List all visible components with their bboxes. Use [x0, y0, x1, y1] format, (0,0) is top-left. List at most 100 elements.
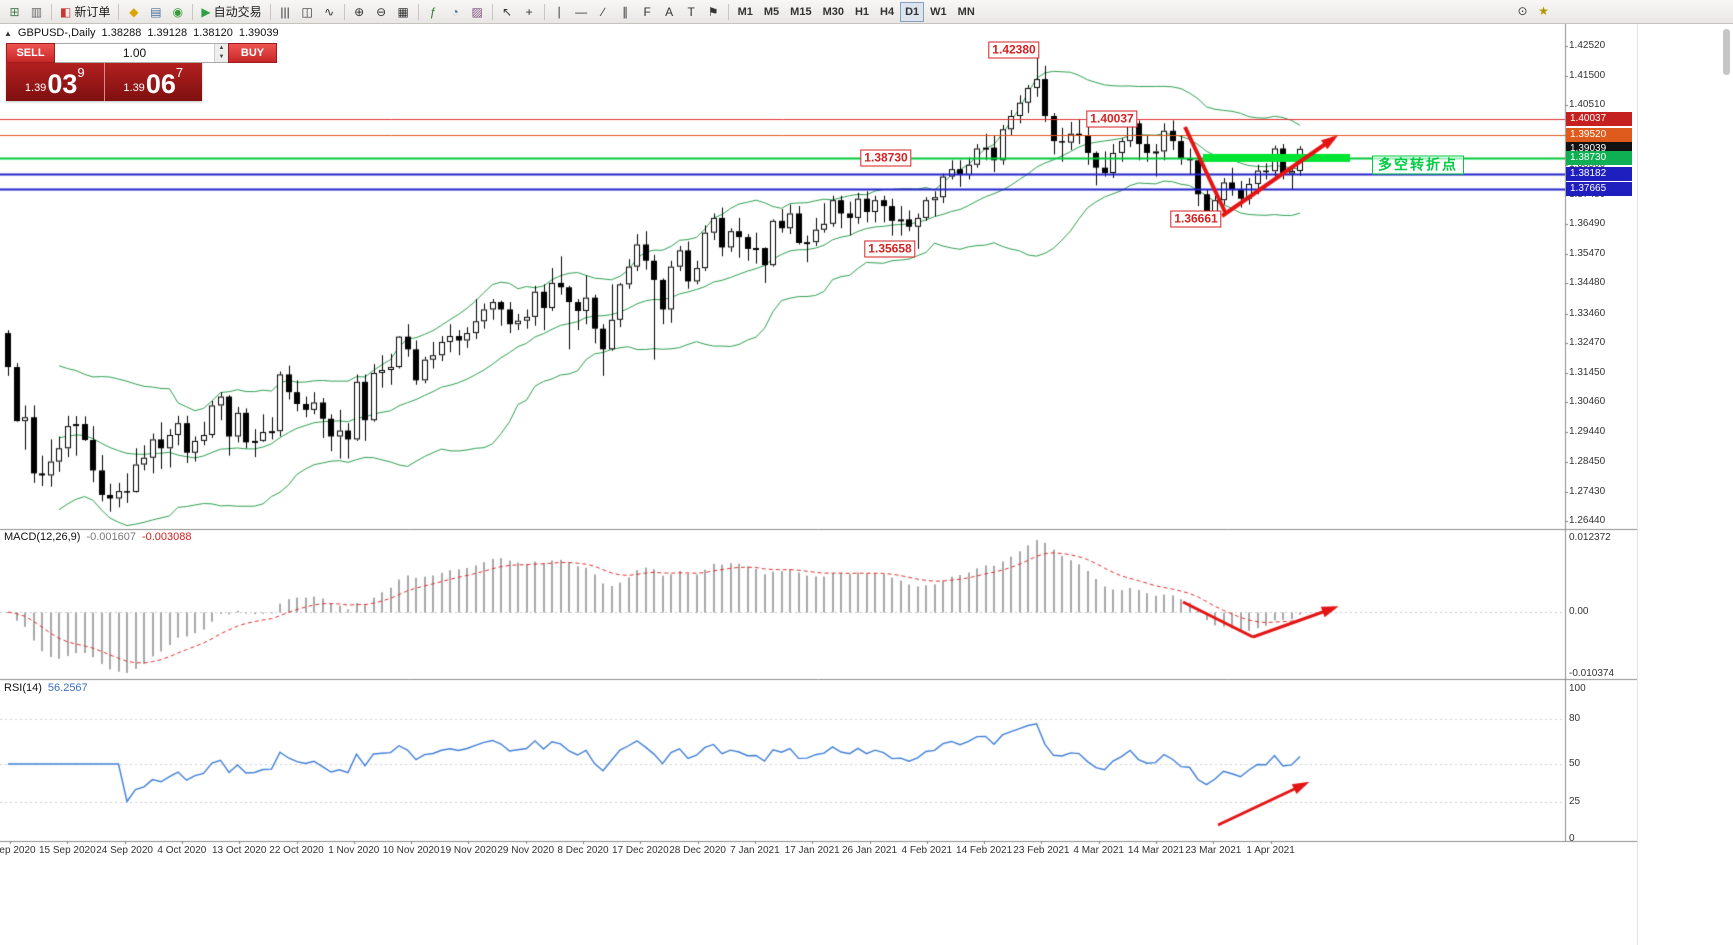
price-divider — [103, 63, 105, 101]
price-tag: 1.38182 — [1566, 167, 1632, 182]
templates-button[interactable]: ▨ — [467, 2, 488, 22]
indicator-axis-value: -0.010374 — [1569, 668, 1615, 679]
time-axis-label: 17 Dec 2020 — [611, 845, 669, 856]
price-callout[interactable]: 1.38730 — [860, 149, 912, 167]
timeframe-button-h4[interactable]: H4 — [875, 2, 899, 22]
terminal-button[interactable]: ▤ — [145, 2, 166, 22]
autotrading-button[interactable]: ▶ 自动交易 — [197, 2, 265, 22]
autotrading-label: 自动交易 — [213, 5, 262, 19]
profiles-button[interactable]: ▥ — [26, 2, 47, 22]
price-axis-tick: 1.42520 — [1569, 40, 1606, 51]
price-callout[interactable]: 1.42380 — [988, 41, 1040, 59]
indicator-axis-value: 0.012372 — [1569, 532, 1611, 543]
indicator-axis-value: 25 — [1569, 795, 1581, 807]
time-axis-label: 5 Sep 2020 — [0, 845, 36, 856]
timeframe-button-m5[interactable]: M5 — [759, 2, 784, 22]
fibonacci-button[interactable]: F — [637, 2, 658, 22]
timeframe-button-h1[interactable]: H1 — [850, 2, 874, 22]
time-axis-label: 4 Feb 2021 — [901, 845, 953, 856]
timeframe-button-w1[interactable]: W1 — [925, 2, 952, 22]
collapse-icon[interactable]: ▲ — [4, 28, 12, 38]
time-axis-label: 22 Oct 2020 — [269, 845, 324, 856]
line-chart-button[interactable]: ∿ — [319, 2, 340, 22]
price-chart-canvas[interactable] — [0, 24, 1637, 862]
indicator-axis-value: 80 — [1569, 713, 1581, 724]
horizontal-line-button[interactable]: ― — [571, 2, 592, 22]
vertical-line-button[interactable]: ∣ — [549, 2, 570, 22]
indicators-button[interactable]: ƒ — [423, 2, 444, 22]
buy-button[interactable]: BUY — [228, 43, 277, 63]
time-axis-label: 17 Jan 2021 — [784, 845, 840, 856]
timeframe-button-d1[interactable]: D1 — [900, 1, 925, 22]
zoom-out-button[interactable]: ⊖ — [371, 2, 392, 22]
price-callout[interactable]: 1.36661 — [1170, 210, 1222, 228]
channel-button[interactable]: ∥ — [615, 2, 636, 22]
timeframe-button-m30[interactable]: M30 — [818, 2, 849, 22]
tile-windows-button[interactable]: ▦ — [393, 2, 414, 22]
terminal-icon: ▤ — [150, 4, 162, 19]
volume-input[interactable] — [55, 44, 214, 62]
indicators-icon: ƒ — [429, 4, 437, 19]
new-order-icon: ◧ — [60, 4, 72, 19]
price-callout[interactable]: 1.40037 — [1086, 110, 1138, 128]
sell-price[interactable]: 1.39 03 9 — [6, 63, 104, 101]
toolbar-separator — [269, 3, 271, 20]
price-tag: 1.39520 — [1566, 127, 1632, 142]
label-button[interactable]: T — [681, 2, 702, 22]
periods-button[interactable]: ◔ — [445, 2, 466, 22]
favorites-button[interactable]: ★ — [1533, 1, 1554, 21]
volume-up-icon[interactable]: ▲ — [215, 44, 228, 53]
tile-windows-icon: ▦ — [397, 4, 409, 19]
shapes-icon: ⚑ — [707, 4, 719, 19]
price-axis-tick: 1.32470 — [1569, 336, 1606, 348]
buy-price[interactable]: 1.39 06 7 — [105, 63, 203, 101]
time-axis-label: 23 Mar 2021 — [1185, 845, 1242, 856]
market-button[interactable]: ◉ — [167, 2, 188, 22]
vertical-scrollbar[interactable] — [1723, 29, 1730, 75]
toolbar-separator — [727, 3, 729, 20]
price-axis-tick: 1.27430 — [1569, 485, 1606, 497]
bar-chart-button[interactable]: ||| — [275, 2, 296, 22]
rsi-indicator-label: RSI(14) 56.2567 — [4, 682, 88, 694]
zoom-in-button[interactable]: ⊕ — [349, 2, 370, 22]
new-chart-button[interactable]: ⊞ — [4, 2, 25, 22]
toolbar-separator — [192, 3, 194, 20]
time-axis-label: 10 Nov 2020 — [382, 845, 440, 856]
price-callout[interactable]: 1.35658 — [864, 240, 916, 258]
shapes-button[interactable]: ⚑ — [703, 2, 724, 22]
chart-search-button[interactable]: ⊙ — [1512, 1, 1533, 21]
timeframe-button-m1[interactable]: M1 — [733, 2, 758, 22]
time-axis-label: 4 Mar 2021 — [1073, 845, 1124, 856]
cursor-button[interactable]: ↖ — [497, 2, 518, 22]
indicator-axis-value: 50 — [1569, 758, 1581, 769]
price-axis-tick: 1.33460 — [1569, 307, 1606, 319]
trend-note-label[interactable]: 多空转折点 — [1372, 155, 1464, 175]
new-order-button[interactable]: ◧ 新订单 — [56, 2, 114, 22]
toolbar-separator — [118, 3, 120, 20]
volume-down-icon[interactable]: ▼ — [215, 53, 228, 62]
macd-indicator-label: MACD(12,26,9) -0.001607 -0.003088 — [4, 531, 192, 543]
timeframe-button-m15[interactable]: M15 — [785, 2, 816, 22]
favorites-icon: ★ — [1538, 4, 1549, 18]
price-axis-tick: 1.35470 — [1569, 248, 1606, 260]
macd-main-value: -0.001607 — [86, 531, 136, 543]
crosshair-icon: + — [525, 4, 533, 19]
rsi-name: RSI(14) — [4, 682, 42, 694]
text-icon: A — [665, 4, 674, 19]
trendline-button[interactable]: ∕ — [593, 2, 614, 22]
timeframe-button-mn[interactable]: MN — [953, 2, 980, 22]
toolbar-separator — [343, 3, 345, 20]
candlestick-button[interactable]: ◫ — [297, 2, 318, 22]
price-axis-tick: 1.41500 — [1569, 70, 1606, 82]
macd-signal-value: -0.003088 — [141, 531, 192, 543]
sell-button[interactable]: SELL — [6, 43, 55, 63]
crosshair-button[interactable]: + — [519, 2, 540, 22]
horizontal-line-icon: ― — [575, 4, 588, 19]
text-button[interactable]: A — [659, 2, 680, 22]
toolbar-right-group: ⊙ ★ — [1512, 1, 1554, 21]
metaeditor-button[interactable]: ◆ — [123, 2, 144, 22]
chart-window: ▲ GBPUSD-,Daily 1.38288 1.39128 1.38120 … — [0, 24, 1637, 862]
toolbar: ⊞ ▥ ◧ 新订单 ◆ ▤ ◉ ▶ 自动交易 ||| ◫ ∿ ⊕ ⊖ ▦ ƒ ◔ ▨ ↖ + ∣ ― ∕ ∥ F A T ⚑ M1 M5 M… — [0, 0, 1733, 24]
chart-search-icon: ⊙ — [1517, 4, 1528, 18]
